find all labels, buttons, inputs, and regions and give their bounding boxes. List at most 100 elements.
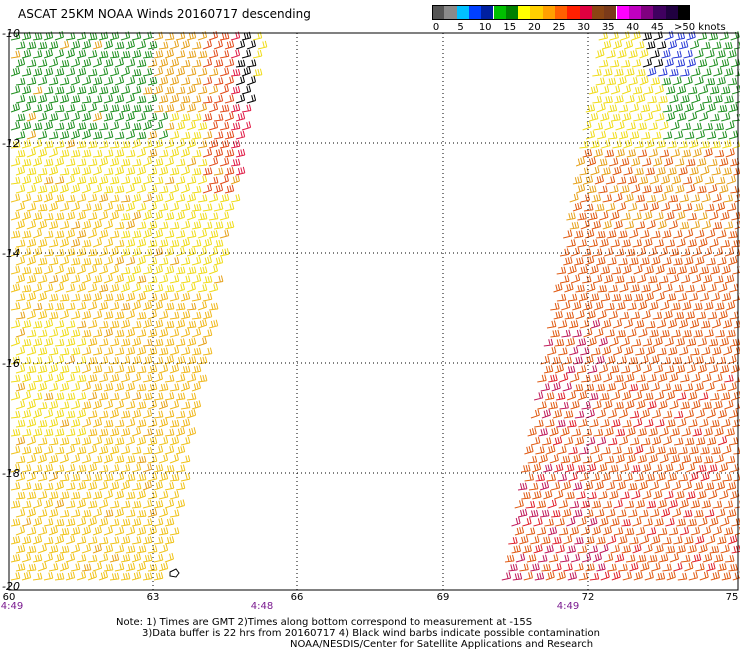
wind-barb xyxy=(667,319,678,329)
wind-barb xyxy=(81,454,92,464)
wind-barb xyxy=(65,248,76,257)
wind-barb xyxy=(164,176,175,185)
wind-barb xyxy=(224,94,235,104)
wind-barb xyxy=(43,176,54,185)
wind-barb xyxy=(26,329,37,338)
wind-barb xyxy=(700,446,710,455)
wind-barb xyxy=(87,49,98,59)
wind-barb xyxy=(87,481,98,491)
wind-barb xyxy=(665,545,676,554)
wind-barb xyxy=(208,30,218,41)
wind-barb xyxy=(657,499,667,509)
wind-barb xyxy=(670,121,680,131)
wind-barb xyxy=(650,77,660,86)
wind-barb xyxy=(81,220,92,230)
wind-barb xyxy=(511,545,521,554)
wind-barb xyxy=(70,238,81,248)
wind-barb xyxy=(733,167,740,176)
wind-barb xyxy=(76,67,87,77)
wind-barb xyxy=(186,337,197,347)
wind-barb xyxy=(588,85,599,95)
wind-barb xyxy=(715,329,725,338)
wind-barb xyxy=(92,131,103,140)
wind-barb xyxy=(669,552,679,563)
wind-barb xyxy=(573,383,584,392)
wind-barb xyxy=(662,536,672,545)
wind-barb xyxy=(684,561,694,572)
wind-barb xyxy=(664,30,674,41)
wind-barb xyxy=(615,121,625,131)
wind-barb xyxy=(98,464,109,473)
wind-barb xyxy=(540,509,550,518)
wind-barb xyxy=(605,481,616,491)
wind-barb xyxy=(657,527,668,536)
wind-barb xyxy=(706,257,716,266)
wind-barb xyxy=(652,311,663,320)
wind-barb xyxy=(534,572,545,581)
wind-barb xyxy=(191,95,202,104)
wind-barb xyxy=(131,446,142,455)
wind-barb xyxy=(620,59,631,68)
wind-barb xyxy=(612,166,622,176)
wind-barb xyxy=(125,76,136,86)
wind-barb xyxy=(147,257,158,266)
wind-barb xyxy=(522,544,532,554)
wind-barb xyxy=(547,499,557,509)
wind-barb xyxy=(590,319,601,329)
wind-barb xyxy=(630,284,640,293)
wind-barb xyxy=(158,149,169,158)
wind-barb xyxy=(645,167,655,176)
wind-barb xyxy=(131,282,141,293)
wind-barb xyxy=(559,401,569,410)
wind-barb xyxy=(536,526,547,536)
wind-barb xyxy=(10,356,21,365)
wind-barb xyxy=(114,131,125,140)
wind-barb xyxy=(26,167,37,176)
wind-barb xyxy=(109,31,120,41)
wind-barb xyxy=(706,436,717,446)
wind-barb xyxy=(224,148,235,158)
wind-barb xyxy=(681,454,692,464)
wind-barb xyxy=(153,104,164,113)
wind-barb xyxy=(693,302,703,311)
scale-frame xyxy=(432,5,691,20)
wind-barb xyxy=(633,293,644,302)
scale-label: 30 xyxy=(577,22,590,33)
wind-barb xyxy=(213,256,224,266)
wind-barb xyxy=(515,553,526,563)
wind-barb xyxy=(76,536,87,545)
wind-barb xyxy=(136,238,147,248)
wind-barb xyxy=(627,202,638,212)
wind-barb xyxy=(158,292,169,302)
wind-barb xyxy=(43,518,54,527)
wind-barb xyxy=(622,264,632,275)
wind-barb xyxy=(727,77,738,86)
wind-barb xyxy=(202,76,213,86)
wind-barb xyxy=(587,463,597,473)
wind-barb xyxy=(164,156,174,167)
scale-swatch xyxy=(481,5,494,19)
wind-barb xyxy=(26,418,37,428)
wind-barb xyxy=(120,464,131,473)
wind-barb xyxy=(624,527,635,536)
wind-barb xyxy=(10,445,21,455)
wind-barb xyxy=(556,293,567,302)
wind-barb xyxy=(637,149,648,158)
wind-barb xyxy=(680,94,690,104)
wind-barb xyxy=(175,266,186,275)
wind-barb xyxy=(21,266,32,275)
wind-barb xyxy=(585,563,595,572)
wind-barb xyxy=(191,221,202,230)
wind-barb xyxy=(561,508,572,518)
wind-barb xyxy=(619,157,630,167)
wind-barb xyxy=(15,563,26,572)
wind-barb xyxy=(688,265,698,275)
wind-barb xyxy=(609,184,619,194)
wind-barb xyxy=(598,185,608,194)
wind-barb xyxy=(87,444,97,455)
wind-barb xyxy=(76,193,87,203)
wind-barb xyxy=(622,419,632,428)
wind-barb xyxy=(594,480,604,491)
wind-barb xyxy=(10,283,21,293)
wind-barb xyxy=(147,275,158,284)
